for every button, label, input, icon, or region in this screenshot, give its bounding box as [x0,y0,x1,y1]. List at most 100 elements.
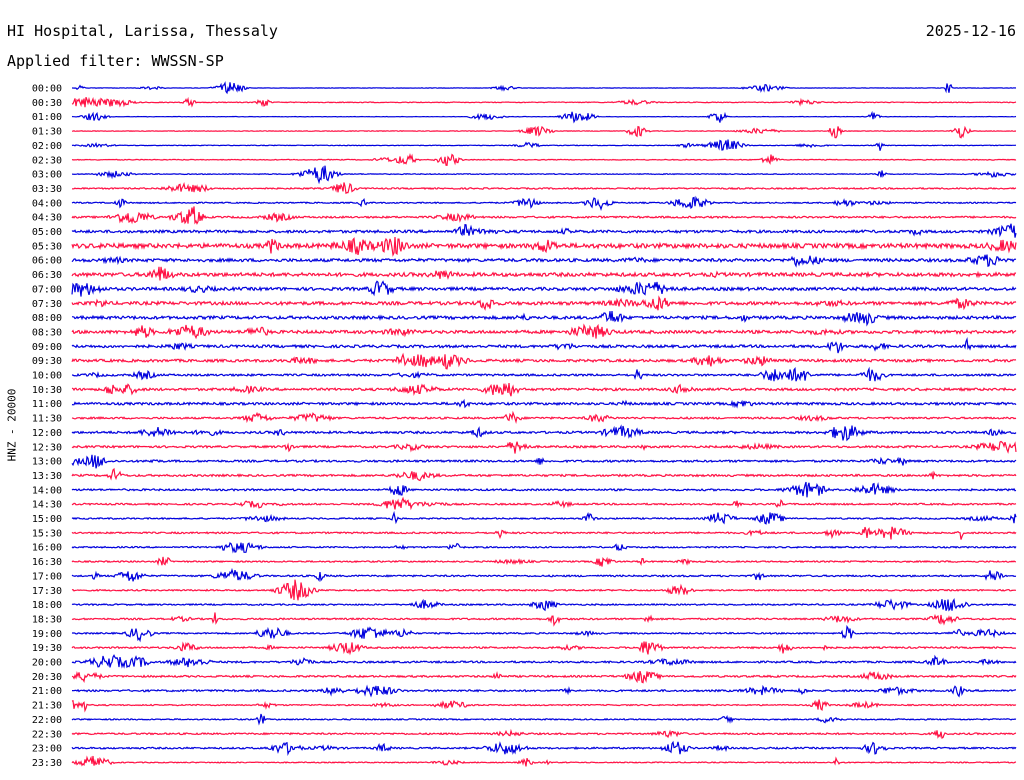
seismic-trace [71,96,1017,108]
seismic-trace [71,153,1017,166]
time-tick-label: 23:30 [32,758,62,769]
time-tick-label: 15:00 [32,514,62,525]
seismic-trace [71,598,1017,612]
seismic-trace [71,424,1017,442]
seismic-trace [71,624,1017,643]
time-tick-label: 01:00 [32,112,62,123]
seismic-trace [71,713,1017,726]
seismic-trace [71,206,1017,225]
seismic-trace [71,567,1017,583]
time-tick-label: 18:00 [32,600,62,611]
seismic-trace [71,295,1017,311]
seismic-trace [71,740,1017,757]
time-tick-label: 19:30 [32,643,62,654]
seismic-trace [71,654,1017,669]
seismic-trace [71,579,1017,601]
seismic-trace [71,125,1017,139]
time-tick-label: 11:30 [32,414,62,425]
time-tick-label: 03:00 [32,170,62,181]
time-tick-label: 05:00 [32,227,62,238]
time-tick-label: 10:30 [32,385,62,396]
time-tick-label: 23:00 [32,744,62,755]
time-tick-label: 07:30 [32,299,62,310]
time-tick-label: 07:00 [32,284,62,295]
seismic-trace [71,236,1017,257]
seismic-trace [71,280,1017,297]
seismic-trace [71,556,1017,567]
seismic-trace [71,641,1017,656]
seismic-trace [71,481,1017,498]
time-tick-label: 17:00 [32,571,62,582]
seismic-trace [71,510,1017,525]
time-tick-label: 00:00 [32,84,62,95]
seismic-trace [71,110,1017,124]
seismic-trace [71,139,1017,151]
time-tick-label: 22:00 [32,715,62,726]
seismic-trace [72,81,1017,95]
seismic-trace [71,410,1017,424]
seismic-trace [71,383,1017,397]
time-tick-label: 19:00 [32,629,62,640]
time-tick-label: 20:00 [32,658,62,669]
time-tick-label: 09:30 [32,356,62,367]
time-tick-label: 02:00 [32,141,62,152]
seismic-trace [71,337,1017,354]
time-tick-label: 10:00 [32,371,62,382]
seismic-trace [71,670,1017,684]
time-tick-label: 13:00 [32,457,62,468]
seismic-trace [71,181,1017,195]
time-tick-label: 13:30 [32,471,62,482]
time-tick-label: 16:00 [32,543,62,554]
seismic-trace [71,440,1017,454]
seismic-trace [71,612,1017,627]
time-tick-label: 20:30 [32,672,62,683]
time-tick-label: 16:30 [32,557,62,568]
time-tick-label: 08:00 [32,313,62,324]
seismic-trace [71,366,1017,382]
seismic-trace [71,165,1017,185]
seismic-trace [71,699,1017,713]
filter-label: Applied filter: WWSSN-SP [7,52,224,70]
time-tick-label: 01:30 [32,127,62,138]
time-tick-label: 15:30 [32,528,62,539]
seismic-trace [71,542,1017,554]
time-tick-label: 21:30 [32,701,62,712]
time-tick-label: 09:00 [32,342,62,353]
time-tick-label: 14:30 [32,500,62,511]
time-tick-label: 04:00 [32,198,62,209]
time-tick-label: 00:30 [32,98,62,109]
seismic-trace [71,352,1017,370]
seismic-trace [71,526,1017,540]
seismic-trace [71,311,1017,327]
time-tick-label: 21:00 [32,686,62,697]
time-tick-label: 06:30 [32,270,62,281]
time-tick-label: 22:30 [32,729,62,740]
time-tick-label: 12:00 [32,428,62,439]
time-tick-label: 14:00 [32,485,62,496]
seismic-trace [71,323,1017,340]
seismic-trace [71,398,1017,409]
time-tick-label: 06:00 [32,256,62,267]
seismic-trace [71,467,1017,482]
seismic-trace [71,454,1017,469]
time-tick-label: 08:30 [32,327,62,338]
time-tick-label: 11:00 [32,399,62,410]
time-tick-label: 02:30 [32,155,62,166]
seismic-trace [71,195,1017,212]
seismic-trace [71,755,1017,767]
time-tick-label: 05:30 [32,241,62,252]
time-tick-label: 18:30 [32,614,62,625]
seismic-trace [71,266,1017,281]
seismic-trace [71,223,1017,238]
time-tick-label: 04:30 [32,213,62,224]
station-title: HI Hospital, Larissa, Thessaly [7,22,278,40]
time-tick-label: 12:30 [32,442,62,453]
seismic-trace [72,684,1016,698]
seismic-trace [71,496,1017,511]
date-label: 2025-12-16 [925,22,1016,40]
seismic-trace [71,254,1017,268]
time-tick-label: 17:30 [32,586,62,597]
seismic-trace [71,728,1017,739]
time-tick-label: 03:30 [32,184,62,195]
